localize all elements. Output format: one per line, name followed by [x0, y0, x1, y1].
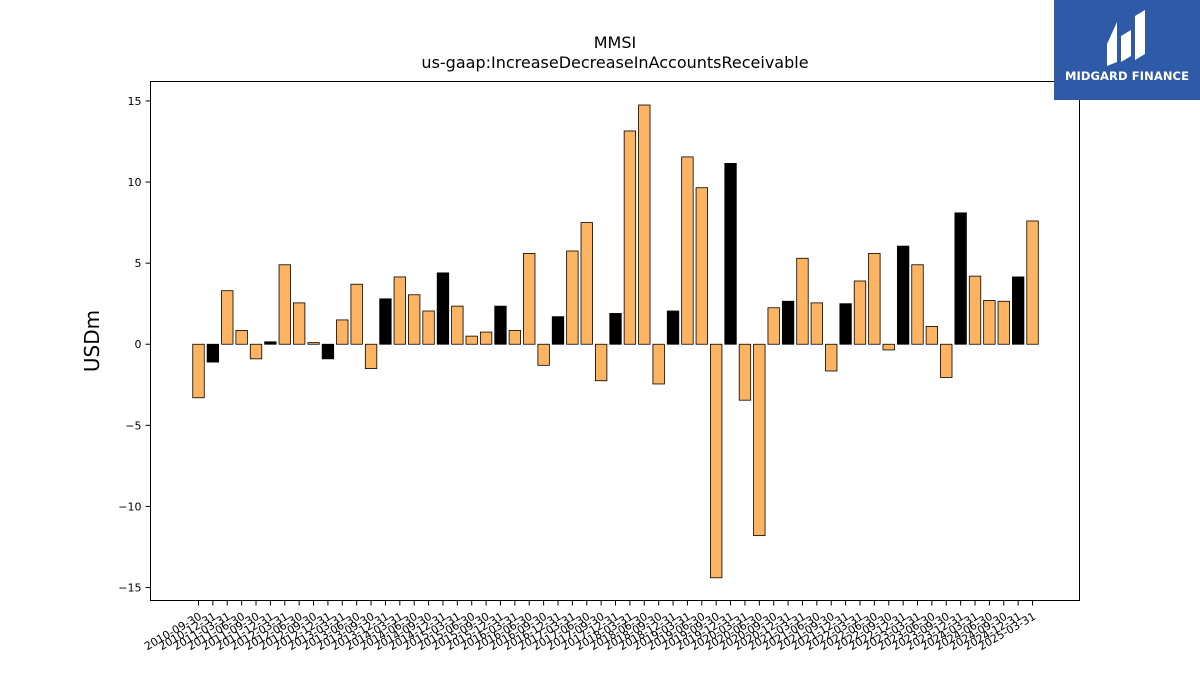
bar	[623, 130, 637, 345]
bar	[350, 283, 363, 345]
bar	[781, 300, 795, 345]
bar	[983, 300, 996, 345]
bar	[321, 343, 335, 360]
bar	[724, 162, 737, 345]
bar	[652, 343, 665, 385]
logo-text: MIDGARD FINANCE	[1064, 69, 1190, 83]
bar	[710, 343, 723, 579]
bar	[422, 310, 435, 345]
bar	[1026, 220, 1039, 345]
bar	[221, 290, 234, 345]
bar	[206, 343, 220, 363]
bar	[925, 325, 939, 345]
y-tick-label: −5	[125, 419, 141, 432]
bar	[408, 294, 421, 345]
bar	[479, 331, 493, 345]
bar	[681, 156, 694, 345]
bar	[293, 302, 306, 345]
x-axis: 2010-09-302010-12-312011-03-312011-06-30…	[142, 600, 1038, 653]
bar	[868, 253, 881, 345]
bar	[264, 341, 277, 345]
bar	[336, 319, 349, 345]
bar	[436, 272, 450, 345]
y-tick-label: 10	[128, 176, 142, 189]
chart-subtitle: us-gaap:IncreaseDecreaseInAccountsReceiv…	[421, 53, 808, 72]
y-axis: 15 10 5 0 −5 −10 −15	[118, 95, 151, 595]
y-tick-label: −10	[118, 500, 141, 513]
bars	[192, 104, 1039, 579]
bar	[393, 276, 406, 345]
bar	[379, 298, 392, 345]
y-tick-label: 0	[135, 338, 142, 351]
bar	[753, 343, 766, 537]
bar	[235, 330, 248, 345]
bar	[896, 245, 910, 345]
bar	[940, 343, 953, 378]
y-axis-label: USDm	[80, 310, 104, 372]
bar	[494, 305, 507, 345]
bar	[364, 343, 378, 369]
plot-frame	[150, 81, 1080, 601]
bar	[767, 307, 780, 345]
bar	[666, 310, 680, 345]
bar	[882, 343, 895, 351]
bar	[609, 313, 622, 345]
bar	[465, 335, 478, 345]
y-tick-label: 15	[128, 95, 142, 108]
bar	[810, 302, 823, 345]
bar	[192, 343, 205, 399]
bar	[307, 342, 320, 345]
bar	[523, 253, 536, 345]
bar	[249, 343, 263, 360]
y-tick-label: −15	[118, 582, 141, 595]
logo-mark-icon	[1107, 10, 1145, 66]
bar	[968, 275, 982, 345]
bar	[695, 187, 708, 345]
bar	[954, 212, 967, 345]
bar	[1012, 276, 1025, 345]
bar	[451, 305, 464, 345]
bar	[551, 316, 565, 345]
bar	[638, 104, 651, 345]
bar	[796, 257, 809, 345]
bar	[997, 300, 1010, 345]
bar	[537, 343, 550, 366]
bar	[853, 280, 867, 345]
bar	[278, 264, 291, 345]
bar	[911, 264, 924, 345]
bar	[825, 343, 838, 372]
y-tick-label: 5	[135, 257, 142, 270]
bar	[566, 250, 579, 345]
bar	[839, 303, 852, 345]
bar	[508, 330, 522, 345]
bar	[580, 222, 593, 345]
bar	[594, 343, 608, 382]
chart-title: MMSI	[594, 33, 636, 52]
bar	[738, 343, 752, 401]
midgard-finance-logo: MIDGARD FINANCE	[1054, 0, 1200, 100]
